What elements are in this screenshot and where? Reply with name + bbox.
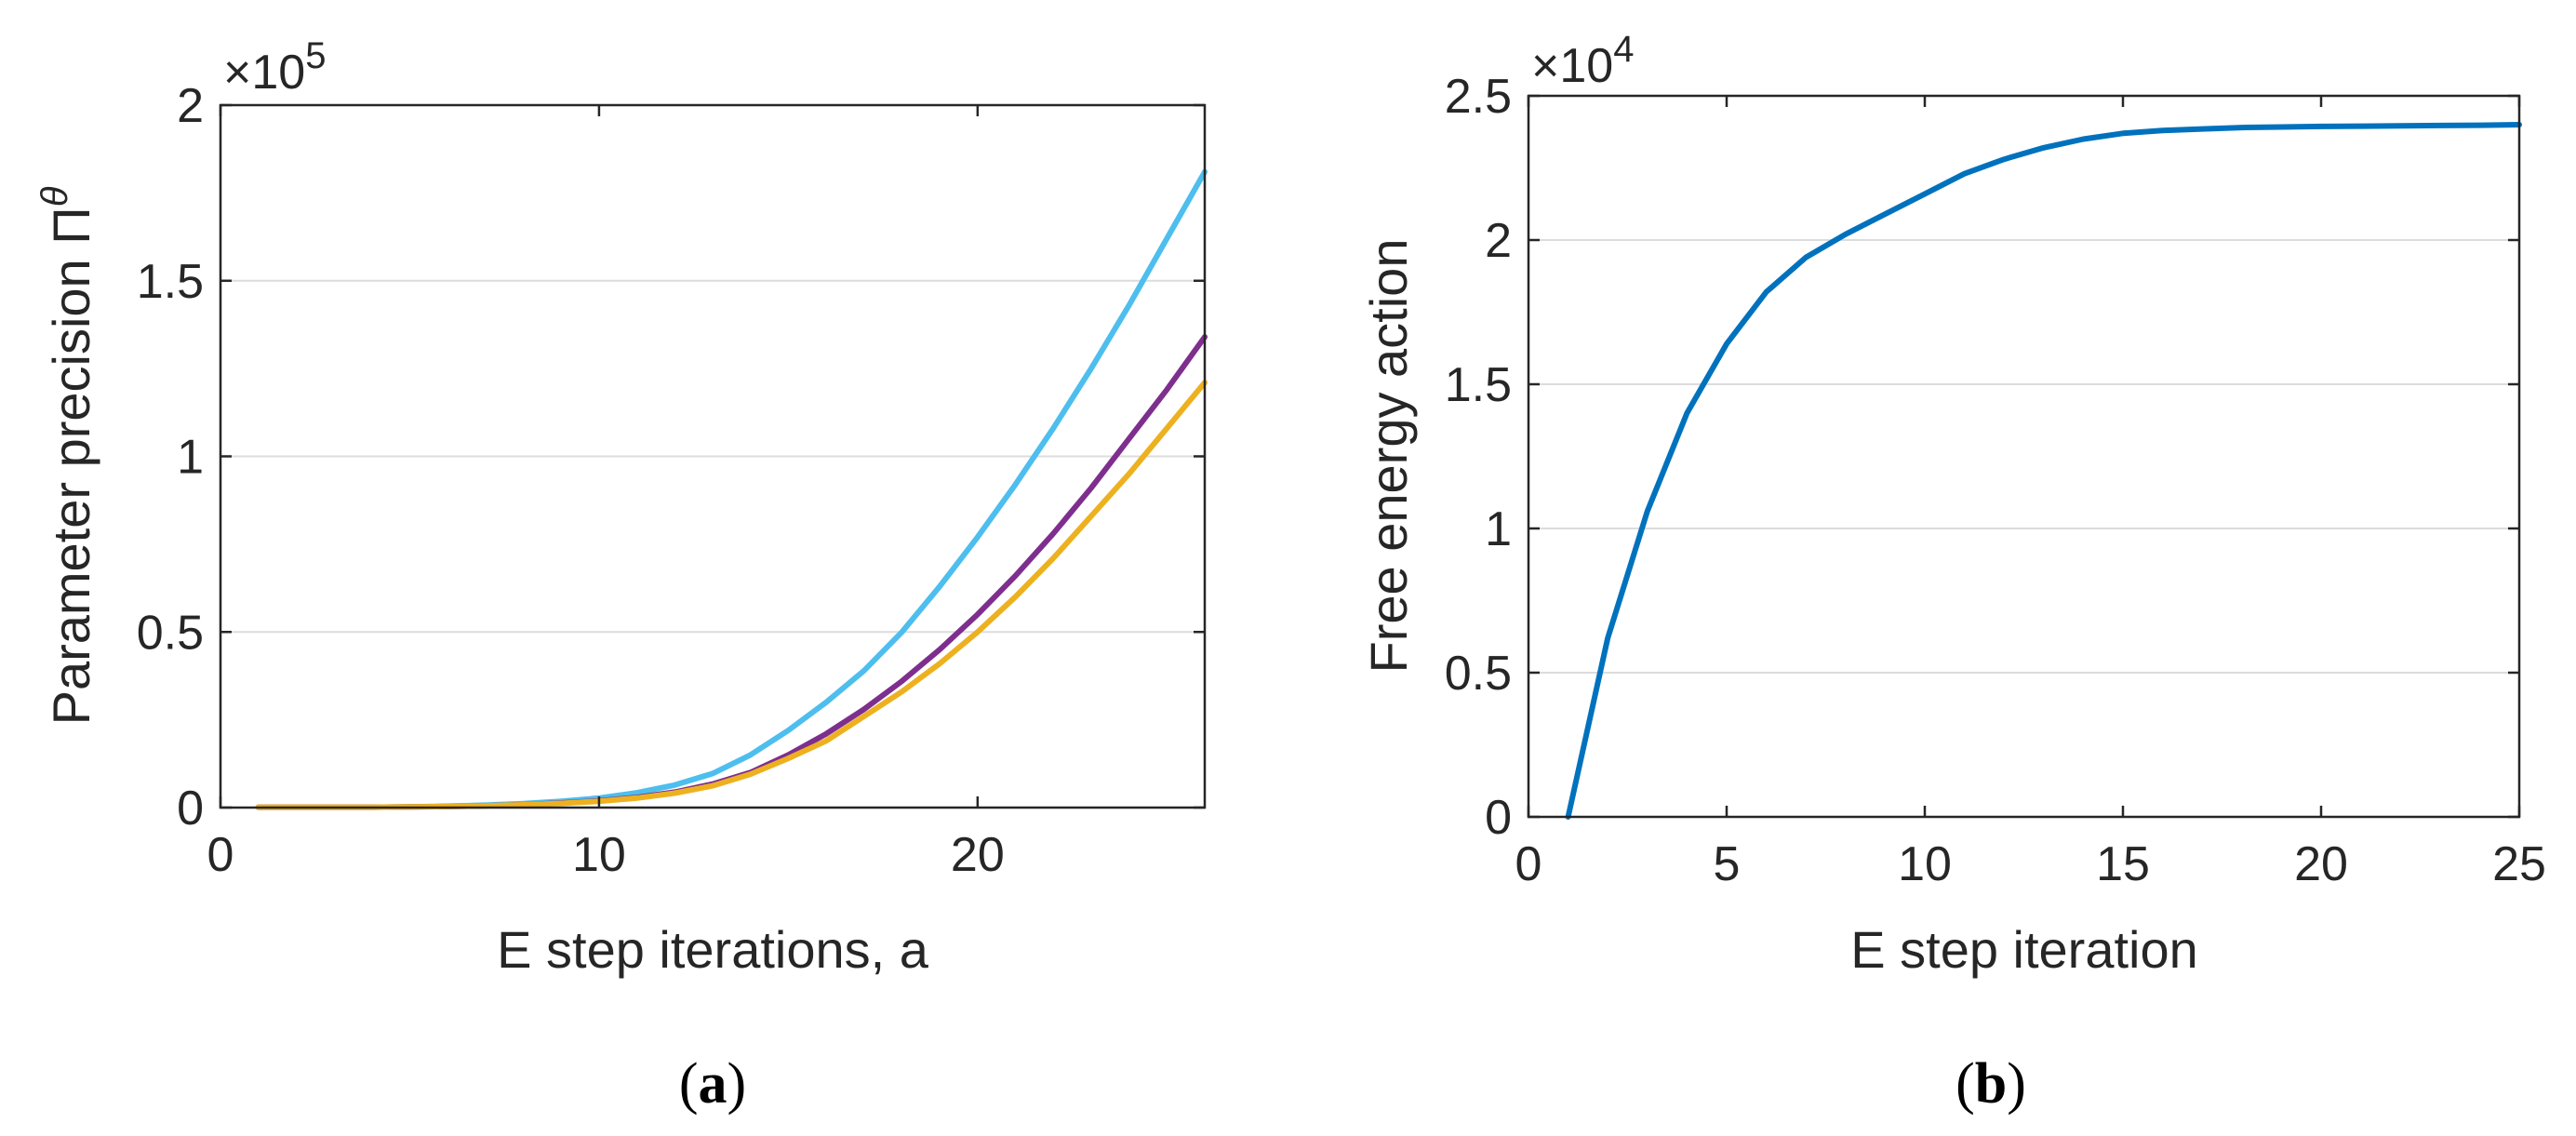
b-xtick-label: 10	[1898, 837, 1952, 891]
a-ytick-label: 1.5	[137, 255, 204, 309]
a-xtick-label: 20	[951, 828, 1005, 882]
b-xtick-label: 0	[1515, 837, 1542, 891]
a-line-series-1	[255, 168, 1208, 810]
b-ytick-label: 1	[1485, 502, 1512, 556]
a-ytick-label: 0	[177, 782, 204, 835]
b-xtick-label: 25	[2492, 837, 2546, 891]
b-plot-frame	[1527, 94, 2521, 819]
b-ytick-label: 0	[1485, 791, 1512, 845]
b-gridlines	[1528, 239, 2519, 674]
b-y-exponent: ×104	[1531, 29, 1634, 93]
b-y-tick-labels: 0 0.5 1 1.5 2 2.5	[1445, 70, 1512, 845]
a-ytick-label: 2	[177, 79, 204, 133]
a-xtick-label: 10	[572, 828, 626, 882]
b-x-axis-label: E step iteration	[1850, 920, 2198, 979]
a-caption: (a)	[679, 1052, 746, 1116]
a-x-tick-labels: 0 10 20	[207, 828, 1005, 882]
a-line-series-3	[255, 380, 1208, 810]
a-tick-marks	[219, 103, 1205, 809]
b-caption: (b)	[1955, 1052, 2026, 1116]
b-ytick-label: 2.5	[1445, 70, 1512, 124]
panel-a: 0 10 20 0 0.5 1 1.5 2 ×105 E step iterations, …	[34, 35, 1208, 1116]
b-xtick-label: 15	[2096, 837, 2150, 891]
b-x-tick-labels: 0 5 10 15 20 25	[1515, 837, 2546, 891]
a-ytick-label: 1	[177, 431, 204, 485]
a-series-lines	[255, 168, 1208, 810]
a-x-axis-label: E step iterations, a	[497, 920, 929, 979]
a-xtick-label: 0	[207, 828, 234, 882]
b-ytick-label: 0.5	[1445, 647, 1512, 701]
b-line-free-energy	[1565, 122, 2522, 820]
b-xtick-label: 5	[1714, 837, 1741, 891]
b-ytick-label: 2	[1485, 214, 1512, 268]
b-tick-marks	[1527, 94, 2521, 819]
b-y-axis-label: Free energy action	[1359, 239, 1418, 674]
a-line-series-2	[255, 334, 1208, 810]
a-y-tick-labels: 0 0.5 1 1.5 2	[137, 79, 204, 835]
a-ytick-label: 0.5	[137, 606, 204, 660]
b-ytick-label: 1.5	[1445, 358, 1512, 412]
panel-b: 0 5 10 15 20 25 0 0.5 1 1.5 2 2.5 ×104 E step iter…	[1359, 29, 2546, 1116]
b-xtick-label: 20	[2294, 837, 2348, 891]
a-y-axis-label: Parameter precision Πθ	[34, 186, 100, 725]
b-series-lines	[1565, 122, 2522, 820]
a-y-exponent: ×105	[223, 35, 326, 100]
a-gridlines	[220, 279, 1205, 634]
